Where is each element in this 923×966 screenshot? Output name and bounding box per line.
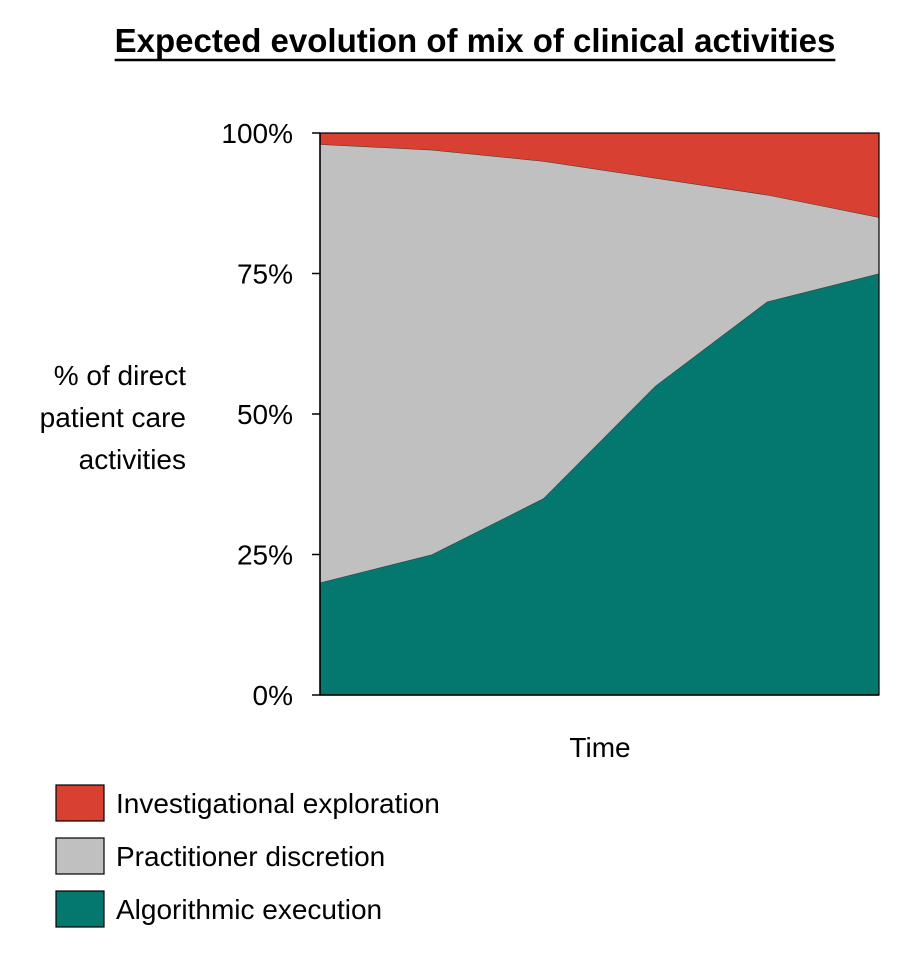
x-axis-label: Time xyxy=(569,732,630,763)
area-investigational-exploration xyxy=(320,133,879,218)
y-axis-label-line: % of direct xyxy=(54,360,186,391)
legend-swatch-investigational-exploration xyxy=(55,784,105,822)
chart-title: Expected evolution of mix of clinical ac… xyxy=(115,22,836,59)
y-tick-labels: 0% 25% 50% 75% 100% xyxy=(221,118,293,711)
y-axis-label-line: activities xyxy=(79,444,186,475)
legend: Investigational exploration Practitioner … xyxy=(55,784,440,928)
y-tick-label: 75% xyxy=(237,259,293,290)
y-tick-label: 25% xyxy=(237,540,293,571)
axes xyxy=(312,132,880,696)
legend-label-practitioner-discretion: Practitioner discretion xyxy=(116,841,385,872)
legend-label-investigational-exploration: Investigational exploration xyxy=(116,788,440,819)
y-axis-label-line: patient care xyxy=(40,402,186,433)
y-tick-label: 50% xyxy=(237,399,293,430)
y-tick-label: 0% xyxy=(253,680,293,711)
area-practitioner-discretion xyxy=(320,144,879,583)
area-algorithmic-execution xyxy=(320,273,879,695)
legend-label-algorithmic-execution: Algorithmic execution xyxy=(116,894,382,925)
y-tick-label: 100% xyxy=(221,118,293,149)
legend-swatch-algorithmic-execution xyxy=(55,890,105,928)
legend-swatch-practitioner-discretion xyxy=(55,837,105,875)
y-axis-label: % of direct patient care activities xyxy=(40,360,187,475)
series-areas xyxy=(319,133,880,695)
